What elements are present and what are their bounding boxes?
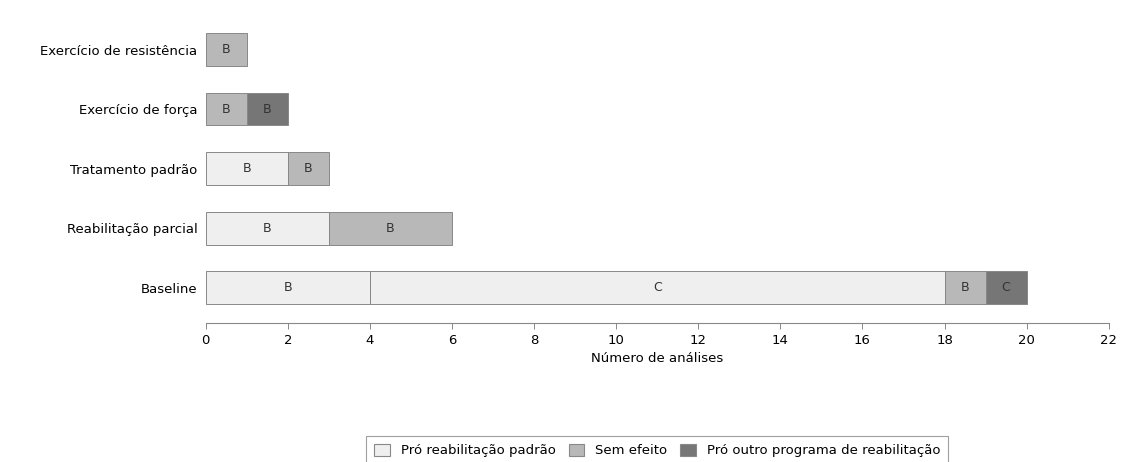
X-axis label: Número de análises: Número de análises [591,353,724,365]
Bar [206,33,247,66]
Text: B: B [386,222,394,235]
Bar [206,212,329,244]
Bar [206,152,288,185]
Bar [985,271,1026,304]
Bar [206,271,370,304]
Text: B: B [304,162,313,175]
Bar [247,93,288,126]
Bar [288,152,329,185]
Legend: Pró reabilitação padrão, Sem efeito, Pró outro programa de reabilitação: Pró reabilitação padrão, Sem efeito, Pró… [366,436,949,462]
Text: B: B [263,222,272,235]
Bar [370,271,944,304]
Text: C: C [1001,281,1010,294]
Bar [944,271,985,304]
Text: B: B [263,103,272,116]
Text: C: C [653,281,662,294]
Text: B: B [961,281,969,294]
Bar [329,212,451,244]
Text: B: B [242,162,251,175]
Bar [206,93,247,126]
Text: B: B [283,281,293,294]
Text: B: B [222,103,231,116]
Text: B: B [222,43,231,56]
